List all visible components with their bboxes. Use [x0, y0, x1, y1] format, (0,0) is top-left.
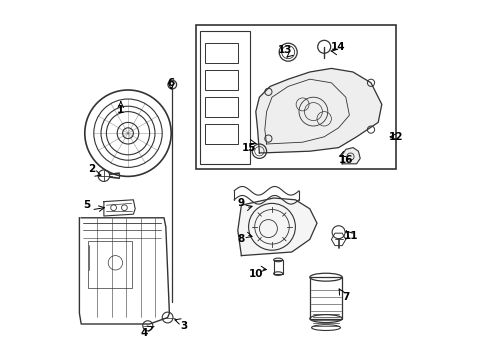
Bar	[196, 25, 396, 169]
Text: 11: 11	[344, 231, 359, 241]
Text: 2: 2	[88, 164, 96, 174]
Text: 6: 6	[168, 78, 175, 88]
Bar	[310, 277, 342, 319]
Text: 3: 3	[180, 321, 188, 331]
Polygon shape	[238, 198, 317, 256]
Text: 1: 1	[117, 105, 124, 115]
Polygon shape	[342, 148, 360, 164]
Bar	[274, 260, 283, 274]
Text: 15: 15	[242, 143, 256, 153]
Text: 12: 12	[389, 132, 403, 142]
Text: 10: 10	[248, 269, 263, 279]
Bar	[200, 31, 250, 164]
Bar	[88, 241, 132, 288]
Bar	[205, 43, 238, 63]
Text: 14: 14	[331, 42, 346, 52]
Bar	[205, 70, 238, 90]
Text: 7: 7	[342, 292, 349, 302]
Text: 13: 13	[277, 45, 292, 55]
Text: 8: 8	[238, 234, 245, 244]
Text: 16: 16	[339, 155, 353, 165]
Text: 5: 5	[83, 200, 90, 210]
Text: 4: 4	[141, 328, 148, 338]
Bar	[205, 97, 238, 117]
Text: 9: 9	[238, 198, 245, 208]
Bar	[205, 124, 238, 144]
Polygon shape	[256, 68, 382, 153]
